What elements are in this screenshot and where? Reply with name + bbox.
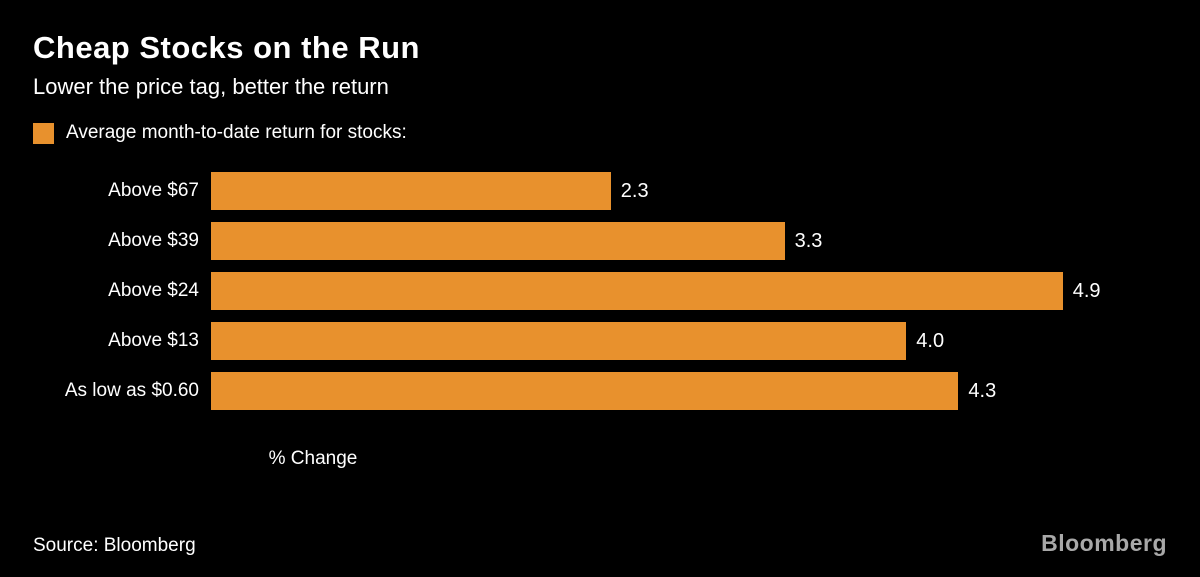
bar-chart: Above $67 2.3 Above $39 3.3 Above $24 4.9 Abov…: [33, 172, 1167, 410]
bar: [211, 272, 1063, 310]
bar-value: 4.3: [968, 379, 997, 402]
bar-label: Above $39: [108, 230, 199, 251]
bar-track: 4.9: [211, 272, 1167, 310]
bar: [211, 372, 959, 410]
bar-row: As low as $0.60 4.3: [33, 372, 1167, 410]
bar-value: 2.3: [620, 179, 649, 202]
bar-track: 3.3: [211, 222, 1167, 260]
bar: [211, 322, 907, 360]
bar-track: 4.0: [211, 322, 1167, 360]
bar-value: 4.0: [916, 329, 945, 352]
x-axis-label: % Change: [268, 448, 358, 469]
bar-track: 2.3: [211, 172, 1167, 210]
bar: [211, 172, 611, 210]
bar-track: 4.3: [211, 372, 1167, 410]
bar-value: 3.3: [794, 229, 823, 252]
source-label: Source: Bloomberg: [33, 535, 196, 556]
bar-label: Above $13: [108, 330, 199, 351]
legend-label: Average month-to-date return for stocks:: [66, 122, 407, 143]
bar-row: Above $39 3.3: [33, 222, 1167, 260]
chart-footer: Source: Bloomberg Bloomberg: [33, 530, 1167, 557]
bar-row: Above $67 2.3: [33, 172, 1167, 210]
legend-swatch-icon: [33, 122, 54, 144]
bar-label: Above $24: [108, 280, 199, 301]
bar-label: Above $67: [108, 180, 199, 201]
chart-title: Cheap Stocks on the Run: [33, 30, 420, 65]
bar-value: 4.9: [1072, 279, 1101, 302]
bar: [211, 222, 785, 260]
bar-row: Above $24 4.9: [33, 272, 1167, 310]
legend: Average month-to-date return for stocks:: [33, 122, 1167, 144]
bar-label: As low as $0.60: [64, 380, 199, 401]
bar-row: Above $13 4.0: [33, 322, 1167, 360]
chart-subtitle: Lower the price tag, better the return: [33, 74, 389, 99]
bloomberg-logo: Bloomberg: [1041, 530, 1167, 556]
